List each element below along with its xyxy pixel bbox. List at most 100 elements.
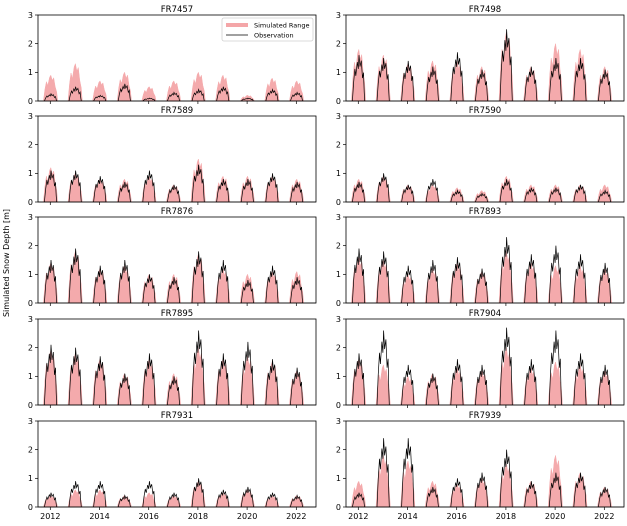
- panels-group: FR7457 0 1 2 3 FR7498 0 1 2 3 FR7589 0 1 2 3 FR7590 0 1 2 3…: [28, 5, 625, 521]
- y-tick-label-2: 2: [336, 39, 341, 48]
- observation-line-2018: [191, 478, 205, 508]
- y-tick-label-3: 3: [336, 213, 341, 222]
- observation-line-2020: [240, 280, 254, 304]
- observation-line-2018: [191, 88, 205, 102]
- observation-line-2013: [376, 251, 390, 304]
- simulated-band-2022: [289, 270, 304, 304]
- observation-line-2013: [376, 173, 390, 203]
- observation-line-2012: [352, 248, 366, 304]
- observation-line-2019: [524, 359, 538, 406]
- observation-line-2022: [598, 69, 612, 102]
- simulated-band-2012: [351, 178, 366, 203]
- panel-title-fr7876: FR7876: [161, 207, 193, 217]
- y-tick-label-0: 0: [336, 97, 341, 106]
- observation-line-2012: [44, 259, 58, 304]
- x-tick-label-2016: 2016: [139, 512, 159, 521]
- observation-line-2019: [216, 86, 230, 102]
- simulated-band-2020: [547, 361, 563, 406]
- observation-line-2014: [93, 94, 107, 102]
- simulated-band-2015: [116, 178, 132, 203]
- observation-line-2013: [68, 170, 82, 203]
- observation-line-2022: [290, 494, 304, 508]
- y-tick-label-3: 3: [28, 112, 33, 121]
- observation-line-2017: [167, 91, 181, 102]
- observation-line-2014: [401, 184, 415, 203]
- observation-line-2019: [524, 254, 538, 304]
- observation-line-2020: [548, 472, 562, 508]
- observation-line-2012: [352, 353, 366, 406]
- simulated-band-2020: [239, 273, 255, 304]
- observation-line-2022: [290, 91, 304, 102]
- observation-line-2016: [142, 170, 156, 203]
- observation-line-2014: [401, 265, 415, 304]
- axes-frame-fr7939: [345, 420, 625, 508]
- observation-line-2018: [191, 251, 205, 304]
- observation-line-2014: [93, 176, 107, 203]
- y-tick-label-3: 3: [336, 315, 341, 324]
- observation-line-2015: [117, 83, 131, 102]
- observation-line-2017: [475, 364, 489, 406]
- observation-line-2021: [573, 184, 587, 203]
- x-tick-label-2012: 2012: [40, 512, 60, 521]
- y-tick-label-0: 0: [28, 198, 33, 207]
- observation-line-2022: [290, 277, 304, 304]
- observation-line-2013: [376, 438, 390, 508]
- panel-title-fr7457: FR7457: [161, 5, 193, 15]
- x-tick-label-2018: 2018: [496, 512, 516, 521]
- y-tick-label-3: 3: [28, 315, 33, 324]
- y-tick-label-2: 2: [28, 241, 33, 250]
- y-tick-label-1: 1: [336, 68, 341, 77]
- simulated-band-2018: [498, 175, 514, 203]
- observation-line-2015: [117, 259, 131, 304]
- y-tick-label-1: 1: [28, 68, 33, 77]
- axes-frame-fr7498: [345, 14, 625, 102]
- x-tick-label-2016: 2016: [447, 512, 467, 521]
- observation-line-2017: [167, 184, 181, 203]
- y-tick-label-2: 2: [28, 140, 33, 149]
- observation-line-2021: [265, 492, 279, 508]
- observation-line-2015: [425, 66, 439, 102]
- observation-line-2019: [524, 481, 538, 508]
- panel-title-fr7590: FR7590: [469, 106, 501, 116]
- observation-line-2015: [425, 259, 439, 304]
- panel-fr7498: FR7498 0 1 2 3: [336, 5, 625, 106]
- observation-line-2015: [117, 494, 131, 508]
- observation-line-2017: [475, 268, 489, 304]
- observation-line-2021: [573, 353, 587, 406]
- observation-line-2012: [44, 344, 58, 406]
- panel-fr7876: FR7876 0 1 2 3: [28, 207, 317, 308]
- simulated-band-2019: [523, 184, 539, 203]
- y-tick-label-1: 1: [28, 270, 33, 279]
- observation-line-2016: [142, 481, 156, 508]
- x-tick-label-2022: 2022: [286, 512, 306, 521]
- observation-line-2015: [117, 181, 131, 203]
- observation-line-2020: [548, 57, 562, 102]
- observation-line-2021: [573, 57, 587, 102]
- axes-frame-fr7457: [37, 14, 317, 102]
- y-tick-label-0: 0: [336, 198, 341, 207]
- axes-frame-fr7895: [37, 318, 317, 406]
- panel-title-fr7931: FR7931: [161, 411, 193, 421]
- simulated-band-2019: [215, 175, 231, 203]
- observation-line-2018: [499, 237, 513, 304]
- simulated-band-2013: [375, 363, 391, 406]
- observation-line-2015: [425, 179, 439, 203]
- y-tick-label-0: 0: [336, 503, 341, 512]
- panel-title-fr7904: FR7904: [469, 309, 501, 319]
- simulated-band-2021: [264, 77, 280, 102]
- y-tick-label-0: 0: [28, 503, 33, 512]
- y-tick-label-3: 3: [28, 417, 33, 426]
- panel-fr7457: FR7457 0 1 2 3: [28, 5, 317, 106]
- observation-line-2013: [376, 330, 390, 406]
- legend-label-observation: Observation: [254, 32, 294, 40]
- observation-line-2018: [499, 449, 513, 508]
- observation-line-2020: [548, 245, 562, 304]
- y-tick-label-2: 2: [336, 140, 341, 149]
- observation-line-2016: [450, 359, 464, 406]
- observation-line-2017: [167, 277, 181, 304]
- axes-frame-fr7589: [37, 115, 317, 203]
- y-tick-label-2: 2: [28, 445, 33, 454]
- observation-line-2016: [450, 189, 464, 203]
- observation-line-2012: [352, 492, 366, 508]
- simulated-band-2020: [547, 43, 563, 102]
